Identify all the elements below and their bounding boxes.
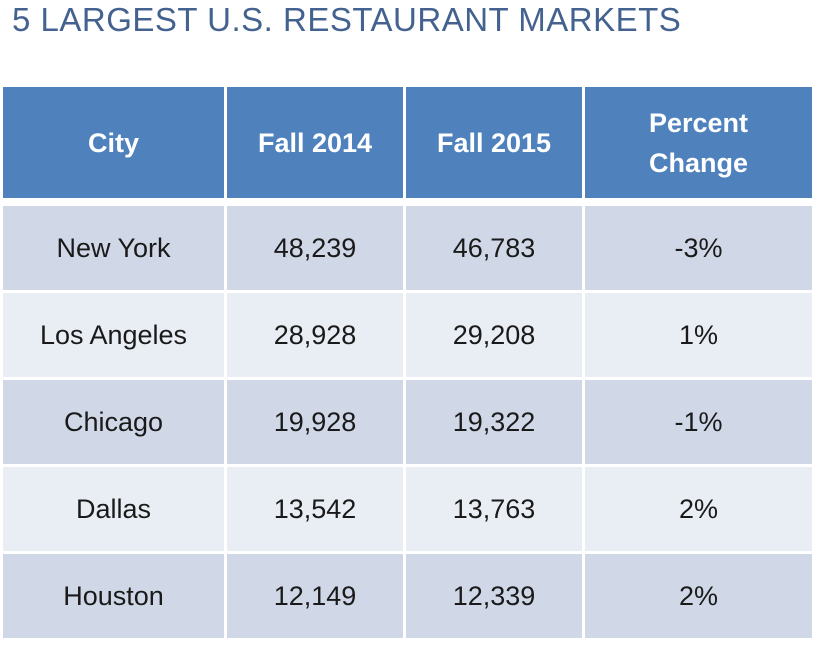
cell-fall-2014: 13,542	[224, 464, 406, 554]
header-city: City	[0, 84, 227, 206]
cell-percent-change: -3%	[582, 200, 815, 293]
page-title: 5 LARGEST U.S. RESTAURANT MARKETS	[12, 1, 682, 38]
cell-city: New York	[0, 200, 227, 293]
cell-fall-2015: 12,339	[403, 551, 585, 641]
cell-percent-change: 2%	[582, 551, 815, 641]
table-row: Los Angeles 28,928 29,208 1%	[0, 290, 815, 380]
cell-percent-change: 2%	[582, 464, 815, 554]
table-row: New York 48,239 46,783 -3%	[0, 200, 815, 293]
cell-fall-2014: 12,149	[224, 551, 406, 641]
cell-fall-2015: 19,322	[403, 377, 585, 467]
cell-percent-change: 1%	[582, 290, 815, 380]
header-percent-change: Percent Change	[582, 84, 815, 206]
cell-fall-2014: 19,928	[224, 377, 406, 467]
cell-fall-2014: 48,239	[224, 200, 406, 293]
cell-fall-2014: 28,928	[224, 290, 406, 380]
table-header-row: City Fall 2014 Fall 2015 Percent Change	[0, 84, 815, 206]
cell-city: Chicago	[0, 377, 227, 467]
cell-fall-2015: 29,208	[403, 290, 585, 380]
table-row: Chicago 19,928 19,322 -1%	[0, 377, 815, 467]
cell-percent-change: -1%	[582, 377, 815, 467]
table-row: Houston 12,149 12,339 2%	[0, 551, 815, 641]
table-row: Dallas 13,542 13,763 2%	[0, 464, 815, 554]
restaurant-markets-table: City Fall 2014 Fall 2015 Percent Change …	[0, 84, 815, 641]
header-fall-2014: Fall 2014	[224, 84, 406, 206]
header-fall-2015: Fall 2015	[403, 84, 585, 206]
cell-fall-2015: 13,763	[403, 464, 585, 554]
cell-city: Dallas	[0, 464, 227, 554]
cell-city: Houston	[0, 551, 227, 641]
cell-city: Los Angeles	[0, 290, 227, 380]
cell-fall-2015: 46,783	[403, 200, 585, 293]
header-percent-line1: Percent	[648, 107, 749, 138]
header-percent-line2: Change	[648, 147, 748, 178]
